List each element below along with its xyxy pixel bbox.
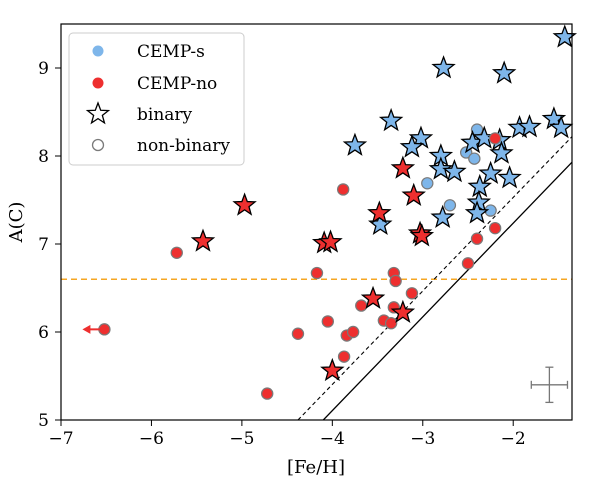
legend-label: CEMP-no [137,74,217,94]
data-point-circle [291,327,305,340]
axes: −7 −6 −5 −4 −3 −2 5 6 7 8 9 [38,59,526,449]
legend-label: binary [137,105,193,125]
y-tick-label: 7 [38,235,49,255]
annotations [82,324,569,404]
data-point-circle [98,323,111,336]
data-point-circle [461,257,475,270]
x-tick-label: −4 [320,429,345,449]
diagonal-solid-line [322,161,572,420]
data-point-star [491,60,517,84]
data-point-star [464,200,490,224]
data-point-star [401,182,426,207]
data-point-star [541,106,567,130]
legend-marker-cemp-no [92,77,104,89]
legend: CEMP-s CEMP-no binary non-binary [68,32,245,166]
diagonal-dashed-line [297,136,572,420]
legend-label: CEMP-s [137,42,205,62]
data-point-star [489,140,514,164]
data-point-star [342,132,368,156]
data-point-star [320,357,345,382]
data-point-star [430,204,455,229]
x-tick-label: −6 [139,429,164,449]
data-point-star [548,114,574,139]
upper-limit-arrow-head [82,324,91,334]
legend-marker-cemp-s [92,45,104,57]
data-point-circle [470,232,484,245]
y-tick-label: 6 [38,323,49,343]
y-axis-title: A(C) [6,202,27,244]
data-point-star [318,229,343,253]
data-point-circle [355,299,368,312]
data-point-star [368,211,393,236]
data-point-star [552,24,578,48]
x-tick-label: −7 [48,429,73,449]
plot-border [60,23,573,421]
y-tick-label: 9 [38,59,49,79]
data-point-star [360,285,386,309]
data-point-star [408,125,434,149]
data-point-circle [488,132,502,145]
data-point-star [367,200,392,224]
y-tick-label: 8 [38,147,49,167]
x-tick-label: −3 [410,429,435,449]
data-point-star [517,114,542,138]
data-points [98,24,578,400]
data-point-star [442,158,467,183]
data-point-star [409,223,435,247]
data-point-star [232,192,257,216]
data-point-star [390,155,416,179]
data-point-star [467,173,492,198]
data-point-star [378,107,404,132]
data-point-circle [170,246,183,259]
y-tick-label: 5 [38,411,49,431]
data-point-star [478,160,503,185]
data-point-circle [468,152,481,165]
data-point-circle [346,325,360,339]
data-point-circle [261,387,274,400]
data-point-circle [321,315,335,328]
data-point-circle [389,274,402,288]
legend-marker-binary [85,101,111,125]
data-point-star [497,165,522,189]
x-axis-title: [Fe/H] [287,457,345,478]
legend-label: non-binary [137,136,230,156]
data-point-star [428,156,454,180]
data-point-circle [336,183,350,196]
data-point-circle [443,199,457,212]
x-tick-label: −2 [501,429,526,449]
data-point-star [390,299,416,324]
data-point-circle [384,317,398,330]
data-point-circle [310,266,324,280]
data-point-circle [405,287,419,300]
legend-box [68,32,245,166]
legend-marker-non-binary [91,138,105,152]
data-point-star [399,134,425,158]
data-point-star [190,228,216,252]
data-point-circle [488,221,502,235]
x-tick-label: −5 [229,429,254,449]
data-point-star [431,55,456,79]
data-point-circle [337,350,351,363]
data-point-circle [421,177,434,190]
